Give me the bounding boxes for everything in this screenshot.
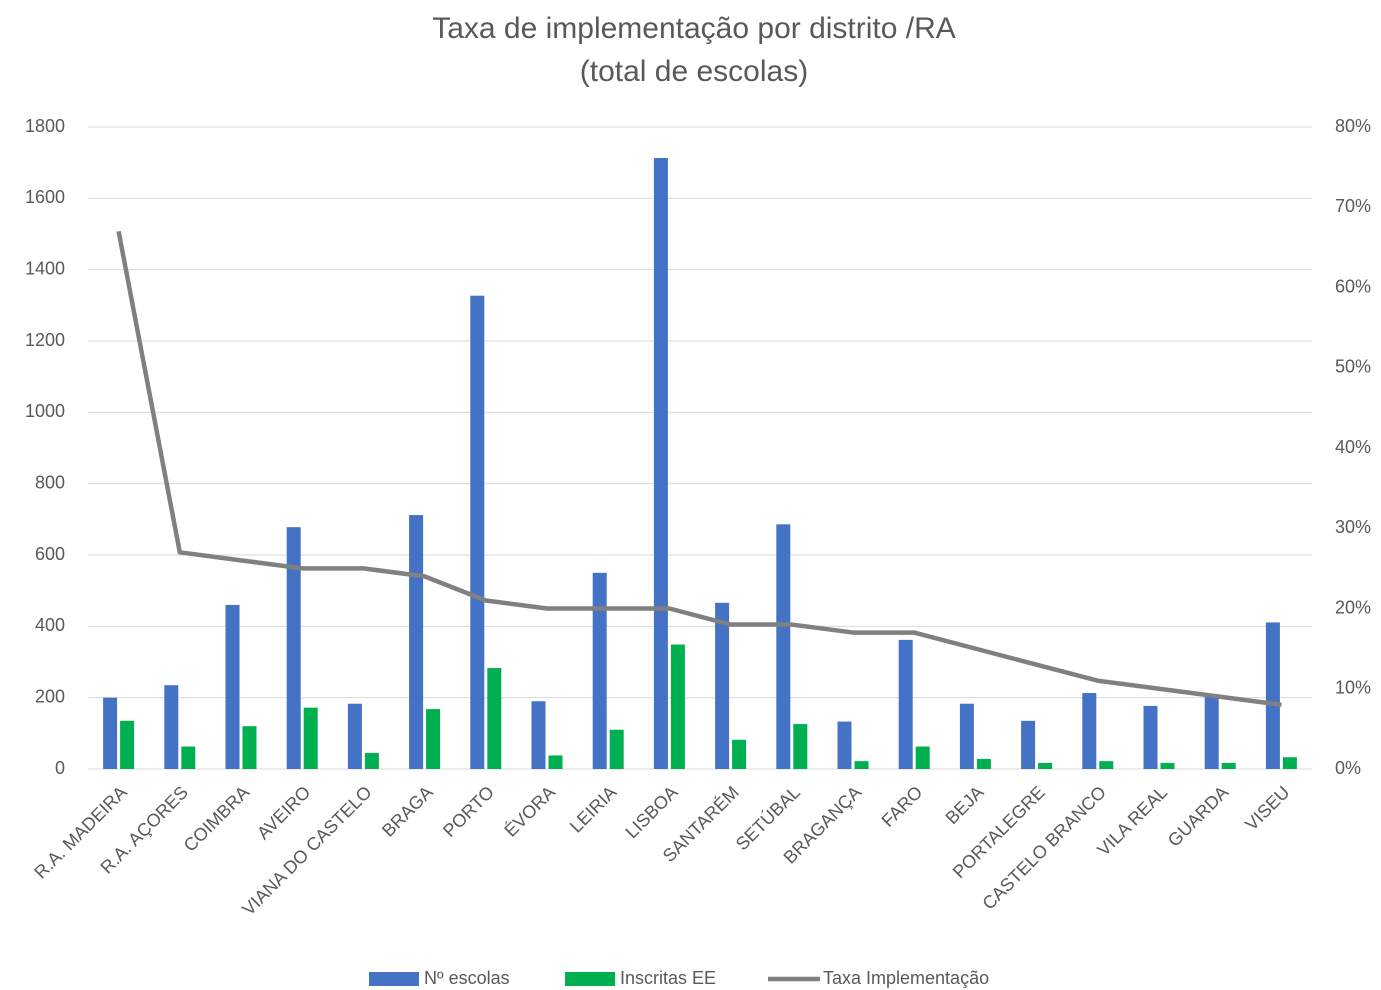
bar [854,761,869,769]
bar [1221,762,1236,769]
y2-tick-label: 20% [1335,597,1371,617]
y2-tick-label: 50% [1335,357,1371,377]
x-tick-label: LEIRIA [566,782,620,836]
bar [1265,622,1280,769]
y-tick-label: 1800 [25,116,65,136]
y2-tick-label: 60% [1335,276,1371,296]
bar [837,721,852,769]
bar [653,158,668,769]
bar [181,746,196,769]
y-tick-label: 400 [35,615,65,635]
legend-label: Taxa Implementação [823,968,989,988]
bar [1204,695,1219,769]
y2-tick-label: 10% [1335,678,1371,698]
legend-swatch [565,972,615,986]
bar [898,639,913,769]
x-tick-label: CASTELO BRANCO [978,782,1110,914]
bar [286,527,301,769]
y-tick-label: 800 [35,472,65,492]
y2-tick-label: 70% [1335,196,1371,216]
bar [1038,762,1053,769]
chart-title: Taxa de implementação por distrito /RA [432,12,956,45]
y-tick-label: 1400 [25,258,65,278]
bar [670,644,685,769]
bar [103,697,118,769]
bar [1099,761,1114,769]
x-tick-label: ÉVORA [500,782,559,841]
y-tick-label: 1000 [25,401,65,421]
line-series [116,230,1282,708]
legend-label: Inscritas EE [620,968,716,988]
bar [1282,757,1297,769]
x-tick-label: LISBOA [621,782,681,842]
y-tick-label: 600 [35,544,65,564]
x-tick-label: BEJA [942,782,988,828]
bar [1160,762,1175,769]
bar [548,755,563,769]
bar [976,759,991,769]
y-tick-label: 1200 [25,330,65,350]
y2-tick-label: 40% [1335,437,1371,457]
bar [1082,693,1097,769]
bar [487,668,502,769]
bar [793,724,808,769]
bar [164,685,179,769]
bar [347,703,362,769]
x-tick-label: PORTO [439,782,498,841]
x-tick-label: COIMBRA [180,782,254,856]
x-tick-label: GUARDA [1164,782,1233,851]
x-tick-label: BRAGA [378,782,437,841]
bar [303,707,318,769]
x-tick-label: FARO [878,782,927,831]
bar [915,746,930,769]
bar [409,515,424,769]
y-tick-label: 0 [55,758,65,778]
bar [1021,720,1036,769]
y2-tick-label: 30% [1335,517,1371,537]
bar [732,739,747,769]
y2-tick-label: 0% [1335,758,1361,778]
x-tick-label: VISEU [1241,782,1293,834]
bar [426,709,441,769]
bar [959,703,974,769]
legend-label: Nº escolas [424,968,510,988]
y-tick-label: 200 [35,686,65,706]
bar [120,720,135,769]
x-tick-label: AVEIRO [253,782,314,843]
y-tick-label: 1600 [25,187,65,207]
bar [776,524,791,769]
y2-tick-label: 80% [1335,116,1371,136]
bar [225,604,240,769]
bar [531,701,546,769]
bar [242,726,257,769]
bar [715,602,730,769]
legend-swatch [369,972,419,986]
bar [1143,705,1158,769]
bar [364,752,379,769]
bar [470,295,485,769]
bar [609,729,624,769]
chart-subtitle: (total de escolas) [580,55,808,88]
bar [592,572,607,769]
